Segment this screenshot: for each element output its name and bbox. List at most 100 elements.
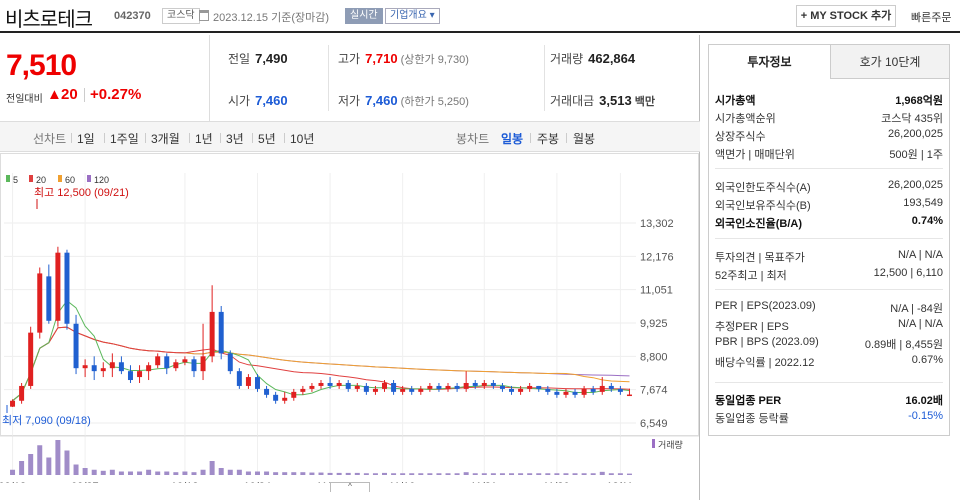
info-value: 16.02배	[905, 395, 943, 407]
volume-bar	[254, 471, 260, 475]
candle-weekly[interactable]: 주봉	[537, 132, 560, 146]
volume-bar	[173, 472, 179, 475]
legend-label: 5	[13, 175, 18, 185]
info-key: 52주최고 | 최저	[715, 270, 787, 282]
volume-bar	[291, 472, 297, 475]
info-key: PER | EPS(2023.09)	[715, 300, 816, 312]
legend-label: 20	[36, 175, 46, 185]
volume-bar	[37, 445, 43, 475]
info-row: 동일업종 PER 16.02배	[715, 390, 943, 408]
tab-orderbook[interactable]: 호가 10단계	[830, 45, 949, 79]
volume-legend-swatch	[652, 439, 655, 448]
candle-body	[599, 385, 605, 392]
candle-body	[372, 388, 378, 392]
volume-bar	[309, 472, 315, 475]
chart-collapse-handle[interactable]: ^	[330, 482, 370, 492]
volume-bar	[499, 473, 505, 475]
candle-body	[391, 382, 397, 392]
volume-bar	[64, 450, 70, 475]
candle-body	[472, 382, 478, 386]
volume-bar	[227, 469, 233, 475]
price-change: 20	[61, 86, 78, 103]
trade-amount: 거래대금 3,513 백만	[550, 92, 655, 109]
period-10y[interactable]: 10년	[290, 132, 315, 146]
stock-header: 비츠로테크 042370 코스닥 2023.12.15 기준(장마감) 실시간 …	[0, 0, 960, 33]
divider	[84, 88, 85, 102]
info-row: 외국인소진율(B/A) 0.74%	[715, 213, 943, 231]
volume-bar	[454, 473, 460, 475]
x-tick-label: 12/11	[606, 481, 633, 483]
volume-bar	[545, 473, 551, 475]
volume-bar	[137, 471, 143, 475]
realtime-button[interactable]: 실시간	[345, 8, 383, 24]
open-value: 7,460	[255, 93, 288, 108]
volume-bar	[427, 473, 433, 475]
info-key: PBR | BPS (2023.09)	[715, 336, 819, 348]
volume-bar	[581, 473, 587, 475]
info-value: N/A | -84원	[890, 303, 943, 315]
volume-bar	[463, 472, 469, 475]
legend-label: 60	[65, 175, 75, 185]
info-value: 193,549	[903, 197, 943, 209]
x-tick-label: 11/01	[316, 481, 343, 483]
info-value: N/A | N/A	[897, 249, 943, 261]
volume-bar	[336, 472, 342, 475]
volume-bar	[382, 472, 388, 475]
max-price-note: 최고 12,500 (09/21)	[34, 186, 129, 199]
tab-investment-info[interactable]: 투자정보	[709, 45, 830, 79]
candle-body	[572, 391, 578, 395]
volume-bar	[527, 473, 533, 475]
candle-monthly[interactable]: 월봉	[573, 132, 596, 146]
info-value: 26,200,025	[887, 128, 943, 140]
candle-body	[400, 388, 406, 392]
period-3y[interactable]: 3년	[226, 132, 244, 146]
add-mystock-button[interactable]: + MY STOCK 추가	[796, 5, 896, 27]
candle-body	[273, 394, 279, 401]
candle-body	[300, 388, 306, 392]
info-tabs: 투자정보 호가 10단계	[709, 45, 949, 79]
candle-body	[445, 385, 451, 389]
divider	[530, 133, 531, 143]
info-key: 동일업종 PER	[715, 395, 782, 407]
legend-swatch	[29, 175, 33, 182]
info-key: 액면가 | 매매단위	[715, 149, 795, 161]
candle-body	[218, 311, 224, 354]
candle-daily[interactable]: 일봉	[501, 132, 524, 146]
price-panel: 7,510 전일대비 ▲ 20 +0.27% 전일 7,490 고가 7,710 (상…	[0, 35, 700, 500]
volume-bar	[282, 472, 288, 475]
price-chart[interactable]: 13,302 12,176 11,051 9,925 8,800 7,674 6,549 09…	[0, 153, 699, 483]
info-row: 투자의견 | 목표주가 N/A | N/A	[715, 247, 943, 265]
candle-chart-label: 봉차트	[456, 132, 490, 146]
volume-bar	[572, 473, 578, 475]
volume-bar	[536, 473, 542, 475]
candle-body	[499, 385, 505, 389]
candle-body	[481, 382, 487, 386]
legend-swatch	[87, 175, 91, 182]
period-1w[interactable]: 1주일	[110, 132, 139, 146]
period-1d[interactable]: 1일	[77, 132, 95, 146]
divider	[566, 133, 567, 143]
period-1y[interactable]: 1년	[195, 132, 213, 146]
candle-body	[626, 394, 632, 397]
amount-unit: 백만	[634, 96, 655, 108]
period-5y[interactable]: 5년	[258, 132, 276, 146]
quick-order-link[interactable]: 빠른주문	[911, 12, 952, 24]
x-tick-label: 09/18	[0, 481, 26, 483]
company-overview-dropdown[interactable]: 기업개요 ▾	[385, 8, 440, 24]
candle-body	[155, 356, 161, 366]
candle-body	[454, 385, 460, 389]
candle-body	[590, 388, 596, 392]
volume: 거래량 462,864	[550, 50, 635, 67]
candle-body	[527, 385, 533, 389]
period-3m[interactable]: 3개월	[151, 132, 180, 146]
candle-body	[345, 382, 351, 389]
volume-bar	[518, 473, 524, 475]
candle-body	[264, 388, 270, 395]
candle-body	[146, 365, 152, 372]
volume-bar	[318, 472, 324, 475]
volume-bar	[590, 473, 596, 475]
candle-body	[608, 385, 614, 389]
candle-body	[91, 365, 97, 372]
volume-bar	[354, 472, 360, 475]
volume-bar	[100, 470, 106, 475]
